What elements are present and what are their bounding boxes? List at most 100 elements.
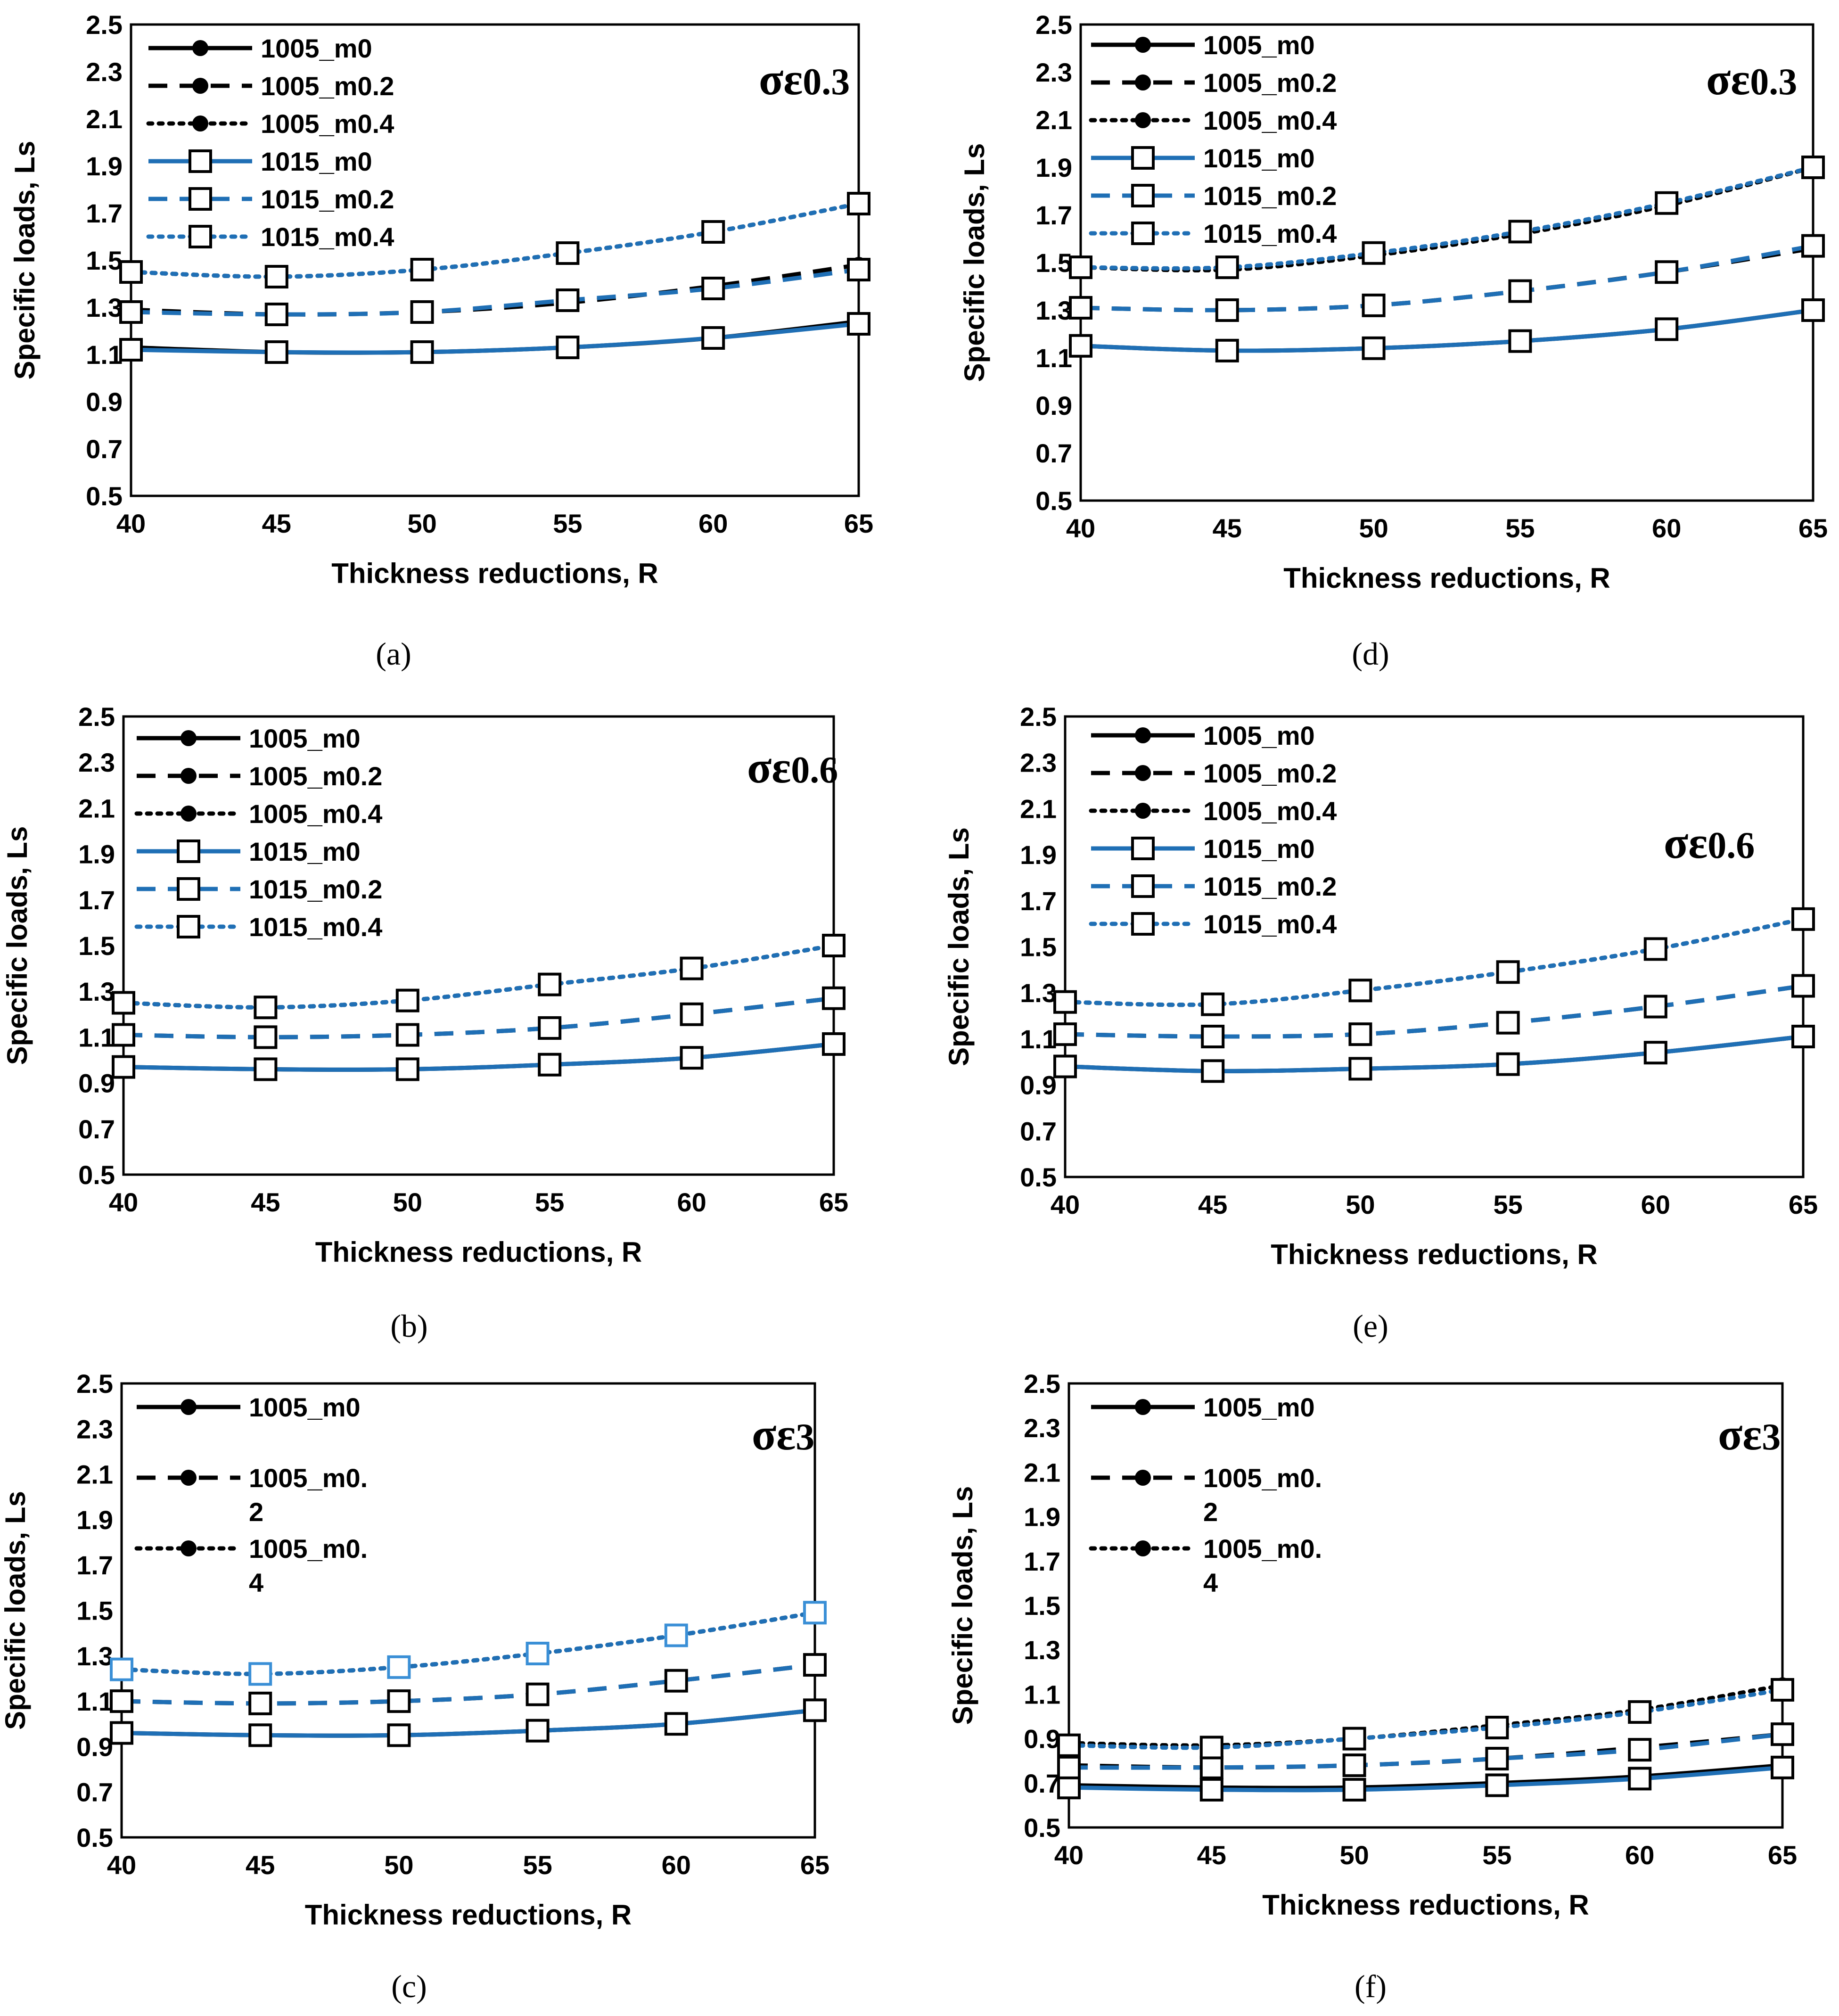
data-point <box>525 1719 550 1743</box>
series-1015_m0-2 <box>1065 984 1804 1039</box>
series-line <box>121 1662 815 1706</box>
series-line <box>1067 1687 1785 1750</box>
data-point <box>1057 1733 1081 1757</box>
legend-marker <box>189 149 212 173</box>
y-tick-label: 2.3 <box>76 1414 113 1444</box>
x-tick-label: 50 <box>1359 513 1388 543</box>
markers-1015_m0 <box>1069 298 1825 362</box>
markers-1015_m0-2 <box>112 986 846 1049</box>
data-point <box>387 1689 411 1713</box>
legend-marker <box>1135 1470 1151 1486</box>
x-tick-label: 45 <box>1197 1840 1226 1870</box>
series-line <box>1067 1683 1785 1748</box>
y-tick-label: 0.9 <box>76 1732 113 1761</box>
x-tick-label: 45 <box>246 1850 275 1880</box>
series-line <box>121 1708 815 1738</box>
series-line <box>1065 984 1804 1039</box>
x-tick-label: 60 <box>698 509 728 538</box>
subfigure-caption: (b) <box>390 1308 427 1344</box>
markers-1015_m0-2 <box>1057 1722 1794 1779</box>
y-tick-label: 2.5 <box>76 1369 113 1399</box>
series-1005_m0-4 <box>1067 1683 1785 1748</box>
data-point <box>254 1025 278 1049</box>
y-tick-label: 0.9 <box>78 1069 115 1098</box>
subfigure-caption: (c) <box>391 1968 427 2004</box>
data-point <box>1801 298 1825 322</box>
data-point <box>119 338 143 362</box>
legend-marker <box>177 915 200 938</box>
data-point <box>680 1002 704 1026</box>
markers-1015_m0-4 <box>1053 907 1815 1016</box>
data-point <box>395 1057 419 1081</box>
data-point <box>822 934 846 957</box>
legend-label: 1015_m0.2 <box>1203 181 1337 211</box>
legend-label: 2 <box>1203 1497 1218 1527</box>
x-tick-label: 45 <box>1198 1190 1227 1219</box>
y-tick-label: 2.1 <box>1020 794 1057 823</box>
y-tick-label: 0.5 <box>1024 1813 1060 1843</box>
data-point <box>680 1046 704 1070</box>
markers-1005_m0-4 <box>1057 911 1811 1012</box>
stress-annotation: σε3 <box>1718 1409 1781 1459</box>
legend-label: 1015_m0.2 <box>1203 872 1337 901</box>
series-1015_m0-2 <box>123 996 834 1039</box>
x-tick-label: 65 <box>1768 1840 1797 1870</box>
series-line <box>1078 165 1815 272</box>
data-point <box>119 260 143 284</box>
series-1015_m0 <box>1080 308 1814 353</box>
data-point <box>1791 1025 1815 1049</box>
markers-1015_m0-4 <box>1069 156 1825 280</box>
y-tick-label: 1.1 <box>76 1687 113 1716</box>
stress-symbol: σε <box>1718 1409 1762 1459</box>
legend-label: 1005_m0. <box>1203 1463 1322 1493</box>
x-tick-label: 60 <box>662 1850 691 1880</box>
series-1015_m0 <box>1065 1034 1804 1073</box>
legend-label: 1005_m0.4 <box>1203 106 1337 135</box>
data-point <box>264 303 288 326</box>
data-point <box>1655 317 1679 341</box>
data-point <box>112 1055 135 1079</box>
legend-marker <box>181 1470 197 1486</box>
data-point <box>112 1023 135 1047</box>
series-1015_m0 <box>131 321 859 355</box>
legend-marker <box>177 839 200 863</box>
x-tick-label: 50 <box>1346 1190 1375 1219</box>
legend-label: 1005_m0 <box>1203 721 1315 750</box>
legend-label: 1005_m0 <box>261 33 372 63</box>
data-point <box>248 1691 272 1715</box>
data-point <box>1655 191 1679 215</box>
y-tick-label: 1.9 <box>78 839 115 869</box>
legend-marker <box>1135 37 1151 53</box>
plot-area-b <box>122 715 835 1176</box>
y-tick-label: 2.3 <box>1035 58 1072 87</box>
series-line <box>1065 984 1804 1039</box>
y-tick-label: 2.3 <box>86 57 123 87</box>
legend-marker <box>1135 74 1151 91</box>
x-tick-label: 45 <box>251 1187 280 1217</box>
y-tick-label: 1.9 <box>86 151 123 181</box>
data-point <box>395 988 419 1012</box>
series-1005_m0-4 <box>129 201 861 279</box>
data-point <box>1628 1738 1652 1762</box>
series-1005_m0 <box>131 319 859 355</box>
plot-area-c <box>120 1382 816 1839</box>
y-tick-label: 2.3 <box>78 748 115 777</box>
legend-label: 1015_m0.2 <box>249 874 382 904</box>
x-tick-label: 60 <box>677 1187 706 1217</box>
legend-marker <box>1135 803 1151 819</box>
subfigure-caption: (e) <box>1353 1308 1388 1344</box>
data-point <box>1791 974 1815 998</box>
x-tick-label: 50 <box>407 509 436 538</box>
y-tick-label: 2.5 <box>86 10 123 40</box>
series-line <box>119 1610 817 1676</box>
y-tick-label: 1.7 <box>1024 1547 1060 1576</box>
x-tick-label: 65 <box>1798 513 1828 543</box>
stress-annotation: σε3 <box>752 1409 814 1459</box>
x-tick-label: 40 <box>1054 1840 1084 1870</box>
data-point <box>1628 1767 1652 1791</box>
data-point <box>1485 1746 1509 1770</box>
legend-marker <box>1135 1399 1151 1415</box>
y-tick-label: 1.5 <box>86 246 123 275</box>
legend-marker <box>177 877 200 901</box>
data-point <box>847 258 870 281</box>
